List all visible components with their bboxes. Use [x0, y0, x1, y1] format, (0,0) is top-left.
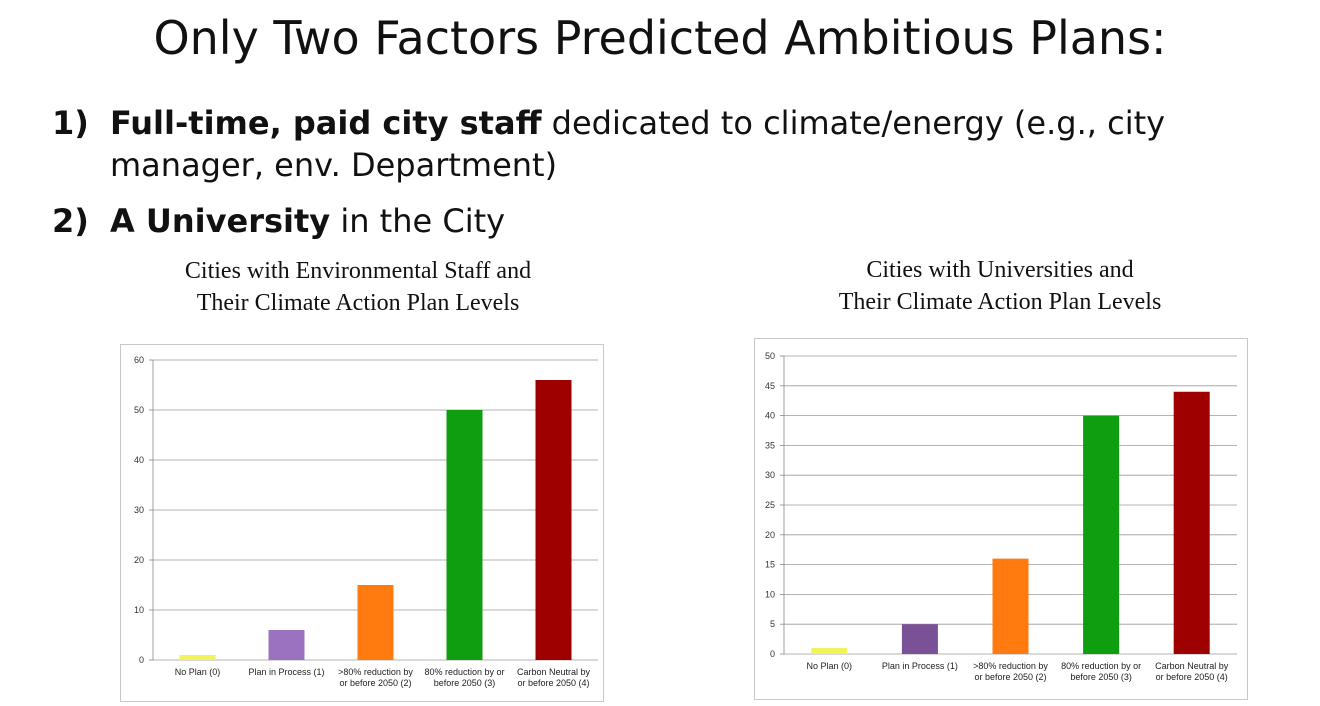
chart-2-category-label: or before 2050 (2): [974, 672, 1046, 682]
chart-2: 0 5 10 15 20 25 30 35 40 45 50 No Plan (0) Plan in P…: [754, 338, 1248, 700]
chart-1-ytick-label: 0: [139, 655, 144, 665]
chart-2-title-line-1: Cities with Universities and: [866, 257, 1134, 283]
point-2-number: 2): [52, 202, 89, 240]
chart-1-ytick-label: 40: [134, 455, 144, 465]
chart-2-category-label: No Plan (0): [807, 661, 853, 671]
chart-2-bar: [811, 648, 848, 654]
chart-2-ytick-label: 40: [765, 411, 775, 421]
chart-1-bar: [179, 655, 216, 660]
chart-2-bar: [901, 624, 938, 654]
point-1-bold: Full-time, paid city staff: [110, 104, 542, 142]
chart-2-ytick-label: 0: [770, 649, 775, 659]
chart-2-bar: [992, 558, 1029, 654]
chart-1-bar: [446, 410, 483, 660]
point-1-text: Full-time, paid city staff dedicated to …: [110, 102, 1230, 186]
chart-2-category-label: Plan in Process (1): [882, 661, 958, 671]
chart-2-ytick-label: 50: [765, 351, 775, 361]
point-2-rest: in the City: [330, 202, 506, 240]
chart-1-title: Cities with Environmental Staff and Thei…: [108, 255, 608, 319]
chart-1-ytick-label: 50: [134, 405, 144, 415]
point-1-rest: dedicated to climate/energy (e.g., city …: [110, 104, 1166, 184]
chart-2-ytick-label: 10: [765, 589, 775, 599]
chart-2-ytick-label: 45: [765, 381, 775, 391]
chart-2-ytick-label: 30: [765, 470, 775, 480]
chart-1-category-label: Plan in Process (1): [248, 667, 324, 677]
chart-2-title: Cities with Universities and Their Clima…: [750, 254, 1250, 318]
chart-1-category-label: No Plan (0): [175, 667, 221, 677]
point-1-number: 1): [52, 104, 89, 142]
chart-1-bar: [357, 585, 394, 660]
chart-1-bar: [535, 380, 572, 660]
point-2-text: A University in the City: [110, 200, 1230, 242]
chart-1-title-line-2: Their Climate Action Plan Levels: [196, 290, 520, 316]
chart-1-title-line-1: Cities with Environmental Staff and: [184, 258, 532, 284]
chart-2-ytick-label: 35: [765, 440, 775, 450]
chart-2-ytick-label: 15: [765, 560, 775, 570]
slide-title: Only Two Factors Predicted Ambitious Pla…: [153, 11, 1167, 65]
chart-1-category-label: before 2050 (3): [434, 678, 496, 688]
chart-1-category-label: or before 2050 (4): [517, 678, 589, 688]
chart-2-bar: [1083, 415, 1120, 654]
chart-2-category-label: Carbon Neutral by: [1155, 661, 1229, 671]
chart-2-category-label: or before 2050 (4): [1156, 672, 1228, 682]
chart-1-category-label: or before 2050 (2): [339, 678, 411, 688]
chart-2-bar: [1173, 391, 1210, 654]
chart-1: 0 10 20 30 40 50 60 No Plan (0) Plan in Process …: [120, 344, 604, 702]
chart-2-category-label: >80% reduction by: [973, 661, 1048, 671]
point-2-bold: A University: [110, 202, 331, 240]
chart-1-ytick-label: 30: [134, 505, 144, 515]
chart-2-category-label: before 2050 (3): [1070, 672, 1132, 682]
chart-1-category-label: Carbon Neutral by: [517, 667, 591, 677]
chart-2-ytick-label: 5: [770, 619, 775, 629]
chart-1-ytick-label: 20: [134, 555, 144, 565]
chart-1-category-label: 80% reduction by or: [424, 667, 504, 677]
chart-1-ytick-label: 60: [134, 355, 144, 365]
chart-2-ytick-label: 25: [765, 500, 775, 510]
chart-2-title-line-2: Their Climate Action Plan Levels: [838, 289, 1162, 315]
chart-1-ytick-label: 10: [134, 605, 144, 615]
chart-1-bar: [268, 630, 305, 660]
chart-2-ytick-label: 20: [765, 530, 775, 540]
chart-1-category-label: >80% reduction by: [338, 667, 413, 677]
chart-2-category-label: 80% reduction by or: [1061, 661, 1141, 671]
